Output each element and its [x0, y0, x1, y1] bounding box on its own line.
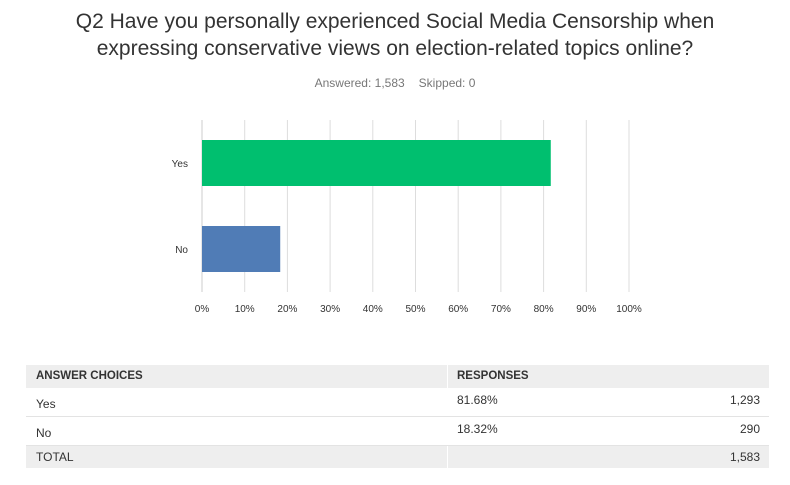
response-cell: 18.32% 290	[448, 417, 769, 445]
y-category-label: Yes	[172, 159, 188, 170]
table-row: No 18.32% 290	[26, 417, 769, 446]
x-tick-label: 0%	[195, 304, 210, 315]
x-tick-label: 10%	[235, 304, 255, 315]
y-category-label: No	[175, 245, 188, 256]
x-tick-label: 40%	[363, 304, 383, 315]
question-title-line-2: expressing conservative views on electio…	[96, 37, 694, 60]
response-percent: 18.32%	[457, 422, 498, 436]
response-percent: 81.68%	[457, 393, 498, 407]
response-summary: Answered: 1,583 Skipped: 0	[0, 76, 790, 90]
bar-layer	[202, 140, 551, 272]
response-count: 290	[739, 422, 760, 436]
x-tick-label: 60%	[448, 304, 468, 315]
x-tick-label: 30%	[320, 304, 340, 315]
x-tick-label: 100%	[616, 304, 642, 315]
response-cell: 81.68% 1,293	[448, 388, 769, 416]
header-answer-choices[interactable]: ANSWER CHOICES	[26, 365, 447, 388]
x-tick-label: 90%	[576, 304, 596, 315]
table-row: Yes 81.68% 1,293	[26, 388, 769, 417]
total-label: TOTAL	[26, 446, 447, 468]
answered-count: Answered: 1,583	[314, 76, 405, 90]
table-header-row: ANSWER CHOICES RESPONSES	[26, 365, 769, 388]
responses-table: ANSWER CHOICES RESPONSES Yes 81.68% 1,29…	[26, 365, 769, 468]
question-title-line-1: Q2 Have you personally experienced Socia…	[75, 10, 715, 33]
answer-choice: Yes	[36, 397, 56, 411]
response-count: 1,293	[729, 393, 760, 407]
x-tick-label: 70%	[491, 304, 511, 315]
question-title: Q2 Have you personally experienced Socia…	[0, 8, 790, 62]
total-count: 1,583	[729, 450, 760, 464]
bar-no[interactable]	[202, 226, 281, 272]
table-total-row: TOTAL 1,583	[26, 446, 769, 468]
label-layer: 0% 10% 20% 30% 40% 50% 60% 70% 80% 90% 100% Yes No	[172, 159, 642, 315]
total-cell: 1,583	[448, 446, 769, 468]
x-tick-label: 20%	[277, 304, 297, 315]
bar-chart: 0% 10% 20% 30% 40% 50% 60% 70% 80% 90% 100% Yes No	[172, 120, 642, 315]
header-responses[interactable]: RESPONSES	[448, 365, 769, 388]
x-tick-label: 50%	[405, 304, 425, 315]
skipped-count: Skipped: 0	[418, 76, 476, 90]
bar-yes[interactable]	[202, 140, 551, 186]
x-tick-label: 80%	[534, 304, 554, 315]
answer-choice: No	[36, 426, 52, 440]
